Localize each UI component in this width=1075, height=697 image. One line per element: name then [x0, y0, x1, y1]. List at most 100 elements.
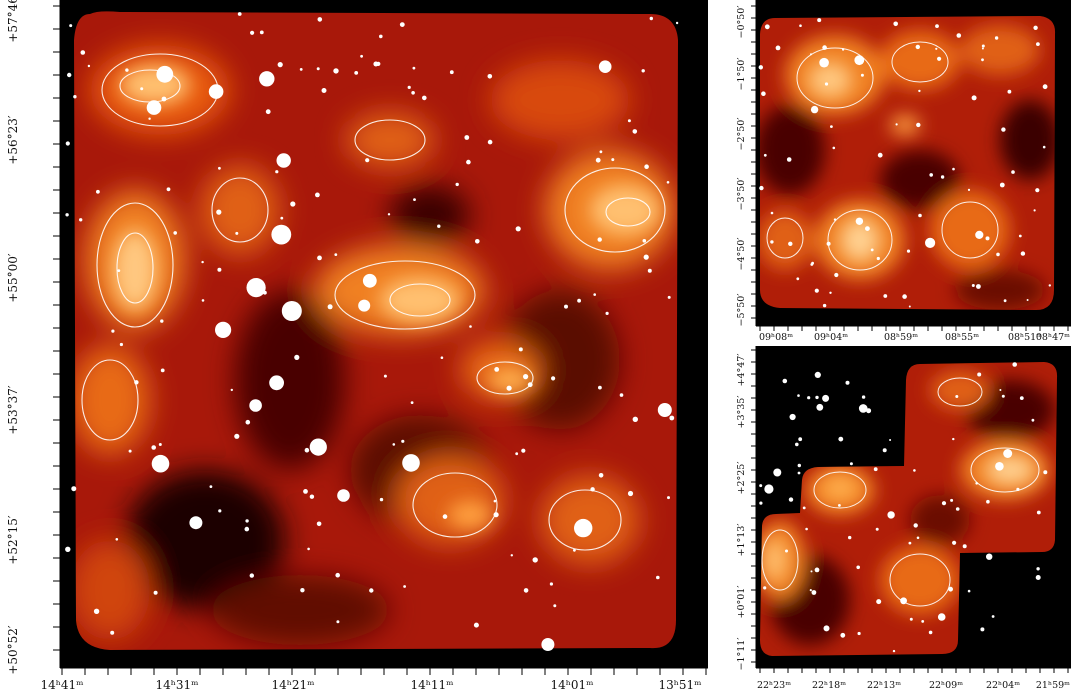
source-dot — [369, 588, 374, 593]
source-dot — [218, 166, 221, 170]
source-dot — [1020, 251, 1026, 256]
source-dot — [515, 452, 519, 456]
source-dot — [981, 58, 984, 62]
source-dot — [915, 44, 920, 50]
source-dot — [158, 443, 162, 446]
source-dot — [410, 401, 414, 404]
source-dot — [217, 267, 222, 272]
source-dot — [523, 374, 529, 380]
source-dot — [307, 547, 310, 551]
source-dot — [148, 117, 151, 120]
source-dot — [597, 237, 602, 242]
source-dot — [376, 61, 381, 66]
source-dot — [412, 66, 416, 70]
source-dot — [309, 494, 315, 499]
ra-tick-label: 13ʰ51ᵐ — [658, 678, 701, 692]
source-dot — [527, 382, 533, 388]
source-dot — [955, 507, 960, 511]
source-dot — [598, 385, 602, 390]
source-dot — [916, 536, 920, 540]
source-dot — [67, 72, 72, 78]
source-dot — [773, 468, 782, 477]
source-dot — [841, 48, 845, 51]
source-dot — [775, 45, 781, 51]
source-dot — [365, 158, 370, 163]
source-dot — [797, 471, 801, 475]
source-dot — [788, 497, 794, 502]
source-dot — [317, 17, 323, 22]
source-dot — [980, 627, 985, 632]
source-dot — [916, 122, 921, 128]
source-dot — [71, 486, 77, 492]
source-dot — [65, 546, 71, 552]
source-dot — [937, 56, 942, 61]
source-dot — [1019, 396, 1024, 400]
top-right-panel-ra-labels: 09ʰ08ᵐ 09ʰ04ᵐ 08ʰ59ᵐ 08ʰ55ᵐ 08ʰ51ᵐ 08ʰ47… — [759, 332, 1070, 343]
source-dot — [887, 511, 895, 519]
source-dot — [65, 141, 70, 146]
dec-tick-label: −3°50′ — [736, 178, 747, 211]
source-dot — [797, 394, 800, 397]
source-dot — [948, 586, 953, 592]
dec-tick-label: −4°50′ — [736, 238, 747, 271]
dec-tick-label: −1°11′ — [736, 638, 747, 671]
source-dot — [117, 269, 121, 272]
source-dot — [815, 395, 819, 400]
ra-tick-label: 08ʰ47ᵐ — [1036, 332, 1070, 343]
source-dot — [889, 439, 892, 441]
source-dot — [216, 209, 222, 215]
source-dot — [119, 342, 123, 347]
dec-tick-label: −0°50′ — [736, 6, 747, 39]
source-dot — [493, 499, 497, 503]
source-dot — [644, 164, 649, 169]
source-dot — [991, 615, 995, 618]
source-dot — [929, 173, 933, 177]
source-dot — [822, 303, 827, 308]
source-dot — [642, 239, 647, 243]
source-dot — [407, 85, 411, 89]
source-dot — [986, 499, 990, 504]
source-dot — [956, 33, 962, 38]
source-dot — [785, 549, 788, 553]
source-dot — [1036, 42, 1040, 46]
source-dot — [309, 438, 327, 456]
ra-tick-label: 14ʰ21ᵐ — [271, 678, 314, 692]
source-dot — [379, 34, 383, 39]
source-dot — [1033, 209, 1036, 212]
dec-tick-label: +53°37′ — [6, 385, 20, 435]
source-dot — [971, 95, 977, 101]
source-dot — [788, 241, 793, 246]
source-dot — [1043, 470, 1048, 475]
source-dot — [201, 299, 205, 302]
source-dot — [870, 248, 874, 252]
source-dot — [840, 632, 846, 638]
source-dot — [826, 241, 831, 246]
source-dot — [265, 109, 271, 115]
source-dot — [209, 485, 213, 488]
source-dot — [925, 237, 936, 248]
source-dot — [855, 217, 864, 225]
large-panel-sources — [65, 12, 679, 651]
source-dot — [967, 589, 971, 593]
source-dot — [627, 490, 634, 497]
source-dot — [950, 498, 954, 502]
source-dot — [1036, 510, 1041, 515]
source-dot — [967, 188, 971, 191]
source-dot — [824, 82, 829, 86]
source-dot — [362, 273, 377, 288]
source-dot — [758, 65, 763, 70]
top-right-panel-dec-labels: −0°50′ −1°50′ −2°50′ −3°50′ −4°50′ −5°50… — [736, 6, 747, 327]
ra-tick-label: 22ʰ18ᵐ — [812, 680, 846, 691]
source-dot — [473, 622, 479, 628]
source-dot — [643, 254, 649, 260]
source-dot — [259, 71, 275, 87]
source-dot — [321, 88, 327, 93]
source-dot — [893, 21, 898, 27]
source-dot — [981, 47, 984, 50]
source-dot — [1035, 188, 1040, 193]
source-dot — [151, 445, 156, 450]
source-dot — [598, 473, 604, 478]
source-dot — [632, 129, 638, 134]
source-dot — [574, 518, 593, 538]
source-dot — [798, 437, 803, 442]
